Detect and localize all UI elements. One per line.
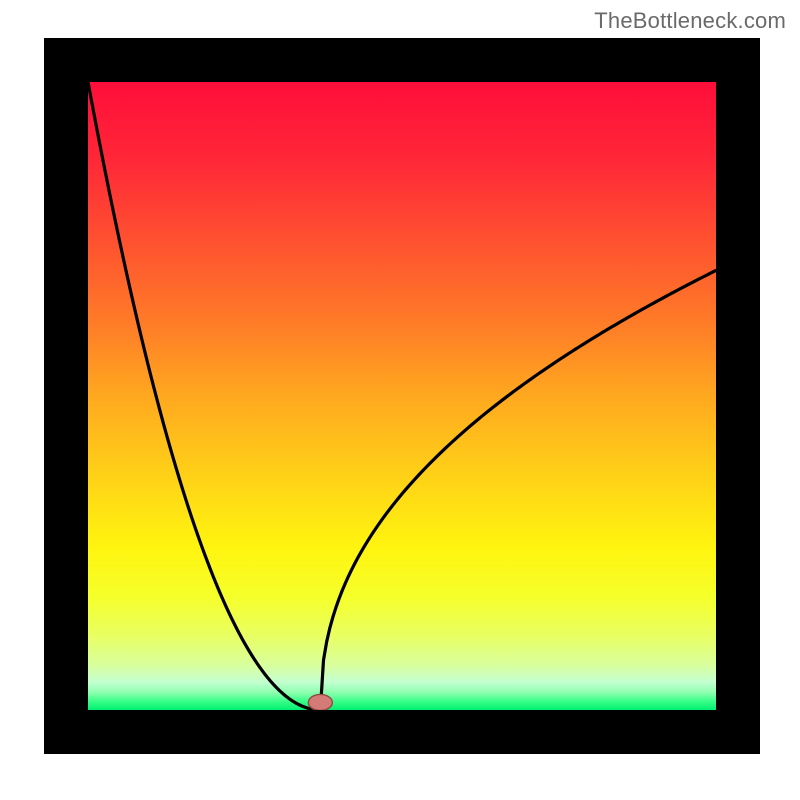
chart-background-gradient [88, 82, 716, 710]
watermark-text: TheBottleneck.com [594, 8, 786, 34]
chart-plot-area [44, 38, 760, 754]
chart-frame: TheBottleneck.com [0, 0, 800, 800]
